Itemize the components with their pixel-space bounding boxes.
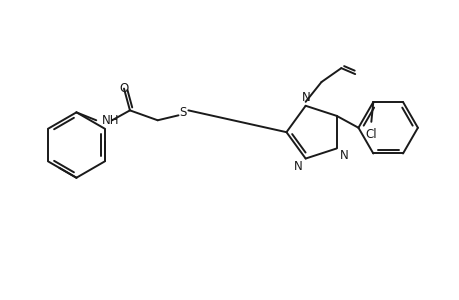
Text: N: N: [339, 149, 347, 163]
Text: NH: NH: [102, 114, 119, 127]
Text: N: N: [302, 91, 310, 104]
Text: N: N: [293, 160, 302, 172]
Text: Cl: Cl: [365, 128, 376, 141]
Text: O: O: [119, 82, 129, 95]
Text: S: S: [179, 106, 187, 119]
